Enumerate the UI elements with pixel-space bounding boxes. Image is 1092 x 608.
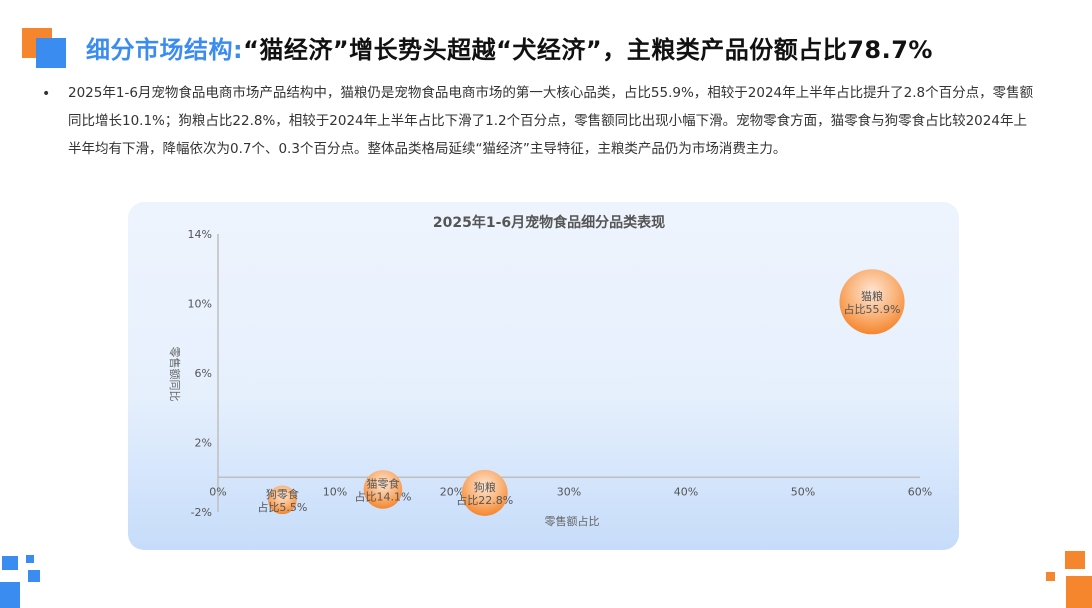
corner-deco-orange-1 [1065,551,1085,569]
chart-panel: 2025年1-6月宠物食品细分品类表现 -2% 2% 6% 10% 14% 0% 10% 20%… [128,202,959,550]
bubble-share-label: 占比14.1% [354,489,411,503]
chart-title: 2025年1-6月宠物食品细分品类表现 [433,214,665,231]
bubble-label: 猫零食 [366,476,399,490]
x-axis-label: 零售额占比 [545,514,600,528]
page-title-prefix: 细分市场结构: [86,36,244,64]
bubble-label: 狗零食 [266,487,299,501]
y-tick-label: -2% [191,506,212,519]
bullet-dot: • [42,86,51,102]
corner-deco-blue-1 [2,556,18,570]
corner-deco-orange-2 [1046,572,1055,581]
bubble-share-label: 占比5.5% [257,500,307,514]
x-tick-label: 60% [908,485,932,498]
x-tick-label: 50% [791,485,815,498]
y-axis-label: 零售额同比 [168,347,182,402]
corner-deco-orange-3 [1066,576,1092,608]
x-tick-label: 0% [209,485,226,498]
bubble-share-label: 占比22.8% [456,493,513,507]
x-tick-label: 40% [674,485,698,498]
page-title-main: “猫经济”增长势头超越“犬经济”，主粮类产品份额占比78.7% [243,36,933,64]
x-tick-label: 10% [323,485,347,498]
bubble-share-label: 占比55.9% [844,302,901,316]
y-tick-label: 2% [195,437,212,450]
x-tick-label: 30% [557,485,581,498]
corner-deco-blue-3 [28,570,40,582]
bubble-point [839,269,905,335]
bubble-label: 猫粮 [861,289,883,303]
bubble-point [268,485,297,515]
bubble-chart: 2025年1-6月宠物食品细分品类表现 -2% 2% 6% 10% 14% 0% 10% 20%… [168,214,932,528]
bubble-label: 狗粮 [474,480,496,494]
page-title: 细分市场结构:“猫经济”增长势头超越“犬经济”，主粮类产品份额占比78.7% [86,30,933,65]
title-deco-blue-square [36,38,66,68]
y-tick-label: 14% [188,228,212,241]
corner-deco-blue-2 [26,555,34,563]
bullet-paragraph: 2025年1-6月宠物食品电商市场产品结构中，猫粮仍是宠物食品电商市场的第一大核… [68,85,1034,157]
y-tick-label: 6% [195,367,212,380]
y-tick-label: 10% [188,298,212,311]
x-tick-label: 20% [440,485,464,498]
bubble-point [363,470,403,509]
bubble-point [461,469,508,516]
corner-deco-blue-4 [0,582,20,608]
